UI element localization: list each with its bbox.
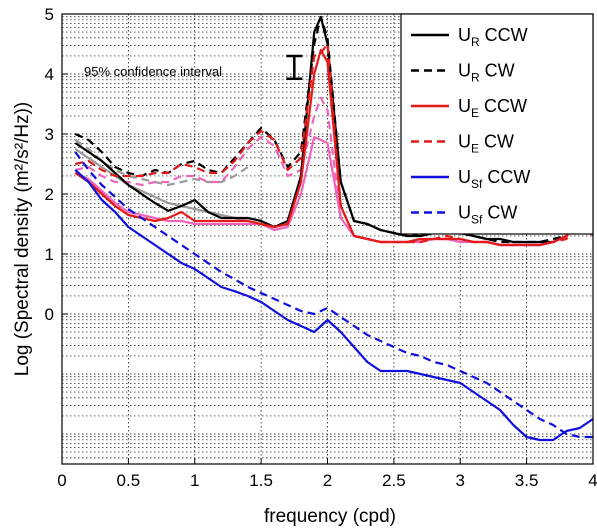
faded-trace-1 bbox=[74, 148, 249, 223]
series-line-u-e-ccw bbox=[74, 48, 594, 247]
confidence-interval-annotation: 95% confidence interval bbox=[84, 54, 303, 81]
series-line-u-sf-cw bbox=[74, 151, 593, 439]
y-tick-label: 1 bbox=[45, 245, 54, 264]
y-tick-label: 5 bbox=[45, 5, 54, 24]
series-line-u-sf-ccw bbox=[74, 169, 594, 442]
x-tick-label: 2 bbox=[323, 471, 332, 490]
y-tick-label: 0 bbox=[45, 305, 54, 324]
x-tick-label: 1.5 bbox=[249, 471, 273, 490]
x-tick-label: 4 bbox=[588, 471, 597, 490]
x-tick-label: 3 bbox=[456, 471, 465, 490]
x-axis-title: frequency (cpd) bbox=[264, 506, 396, 527]
legend-box bbox=[400, 13, 594, 235]
legend-label: USf CW bbox=[458, 203, 517, 227]
y-axis-title: Log (Spectral density (m²/s²/Hz)) bbox=[12, 102, 33, 377]
axis-ticks: 0 0.5 1 1.5 2 2.5 3 3.5 4 0 1 2 3 4 5 bbox=[45, 5, 597, 490]
y-tick-label: 2 bbox=[45, 185, 54, 204]
legend-label: UR CW bbox=[458, 61, 515, 85]
legend-label: UE CCW bbox=[458, 96, 527, 120]
x-tick-label: 3.5 bbox=[515, 471, 539, 490]
x-tick-label: 0 bbox=[57, 471, 66, 490]
legend-label: UR CCW bbox=[458, 25, 528, 49]
faded-trace-2 bbox=[74, 139, 249, 187]
legend: UR CCW UR CW UE CCW UE CW USf CCW USf CW bbox=[400, 13, 594, 235]
confidence-interval-label: 95% confidence interval bbox=[84, 64, 222, 79]
y-tick-label: 3 bbox=[45, 125, 54, 144]
x-tick-label: 2.5 bbox=[382, 471, 406, 490]
legend-label: USf CCW bbox=[458, 167, 530, 191]
legend-label: UE CW bbox=[458, 132, 514, 156]
faded-trace-4 bbox=[75, 96, 594, 247]
y-tick-label: 4 bbox=[45, 65, 54, 84]
series-lines bbox=[74, 15, 594, 442]
x-tick-label: 0.5 bbox=[117, 471, 141, 490]
x-tick-label: 1 bbox=[190, 471, 199, 490]
series-line-u-e-cw bbox=[75, 42, 594, 247]
